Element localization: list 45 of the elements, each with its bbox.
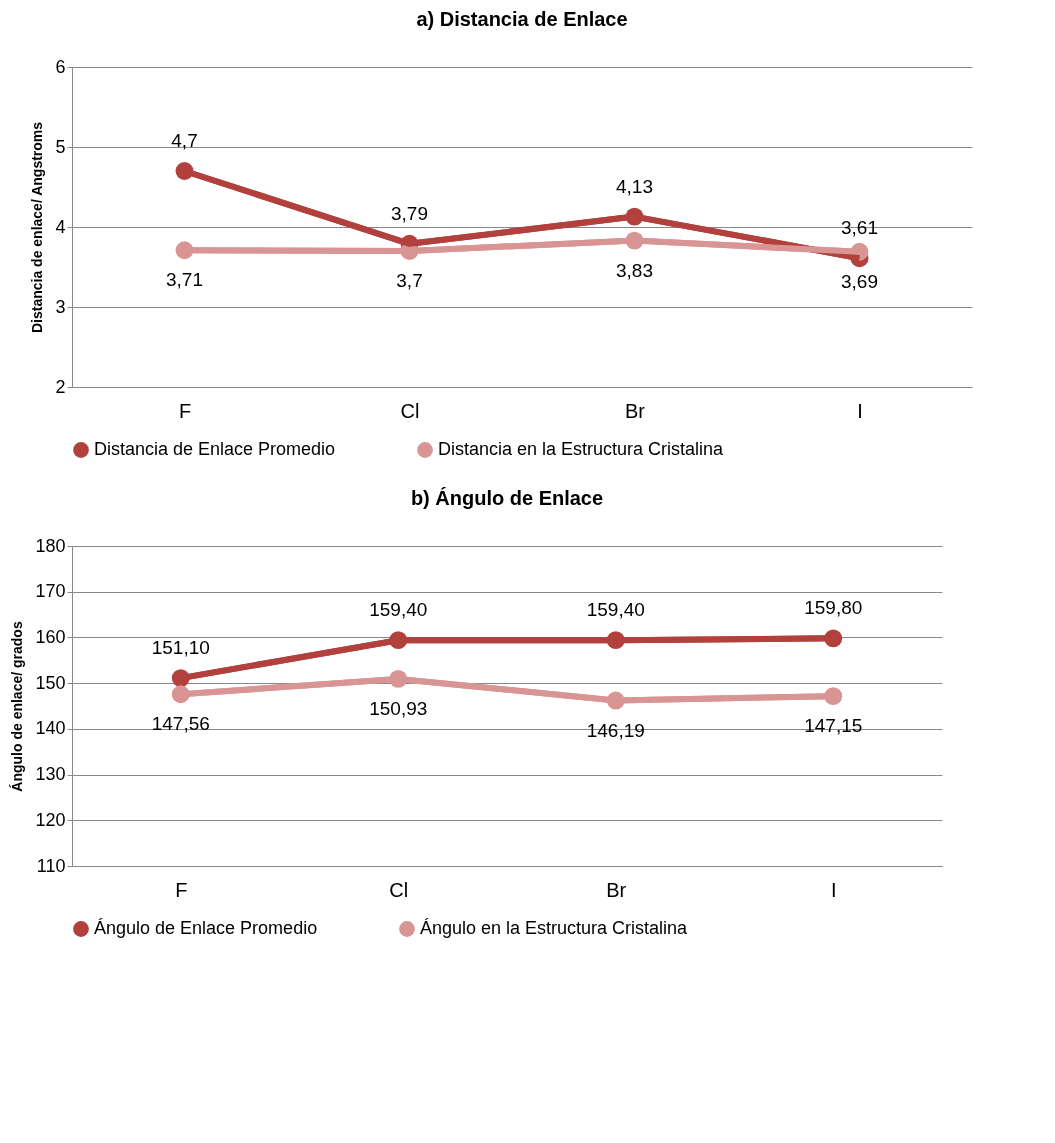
data-label: 3,83 — [616, 259, 653, 281]
y-tick-label: 2 — [55, 376, 66, 397]
data-label: 4,13 — [616, 175, 653, 197]
data-label: 3,71 — [166, 269, 203, 291]
legend-label: Distancia en la Estructura Cristalina — [438, 439, 725, 459]
legend-label: Ángulo en la Estructura Cristalina — [420, 918, 689, 938]
legend-label: Distancia de Enlace Promedio — [94, 439, 336, 459]
y-tick-label: 150 — [35, 672, 66, 693]
data-label: 3,69 — [841, 270, 878, 292]
data-label: 3,61 — [841, 217, 878, 239]
y-tick-label: 160 — [35, 626, 66, 647]
x-tick-label: Cl — [389, 878, 409, 901]
x-tick-label: F — [178, 399, 192, 422]
chart-title: b) Ángulo de Enlace — [410, 487, 604, 509]
legend-label: Ángulo de Enlace Promedio — [94, 918, 318, 938]
y-tick-label: 170 — [35, 581, 66, 602]
x-tick-label: I — [830, 878, 837, 901]
data-label: 159,40 — [369, 599, 428, 621]
y-tick-label: 3 — [55, 296, 66, 317]
data-label: 151,10 — [151, 637, 210, 659]
y-tick-label: 110 — [36, 855, 66, 876]
x-tick-label: I — [857, 399, 863, 422]
y-tick-label: 120 — [35, 809, 66, 830]
data-label: 150,93 — [369, 697, 428, 719]
data-label: 3,79 — [391, 202, 428, 224]
data-label: 159,40 — [586, 599, 645, 621]
y-tick-label: 4 — [55, 216, 66, 237]
data-label: 159,80 — [804, 597, 863, 619]
x-tick-label: Br — [625, 399, 646, 422]
data-label: 147,15 — [804, 715, 863, 737]
y-tick-label: 6 — [55, 56, 66, 77]
x-tick-label: Br — [606, 878, 627, 901]
data-label: 147,56 — [151, 713, 210, 735]
x-tick-label: Cl — [400, 399, 420, 422]
y-tick-label: 180 — [35, 535, 66, 556]
y-axis-title: Distancia de enlace/ Angstroms — [29, 121, 46, 334]
data-label: 146,19 — [586, 719, 645, 741]
data-label: 4,7 — [171, 130, 198, 151]
chart-title: a) Distancia de Enlace — [416, 8, 628, 30]
y-tick-label: 140 — [35, 718, 66, 739]
x-tick-label: F — [175, 878, 188, 901]
y-tick-label: 5 — [55, 136, 66, 157]
y-tick-label: 130 — [35, 764, 66, 785]
y-axis-title: Ángulo de enlace/ grados — [9, 621, 26, 792]
data-label: 3,7 — [396, 270, 423, 291]
